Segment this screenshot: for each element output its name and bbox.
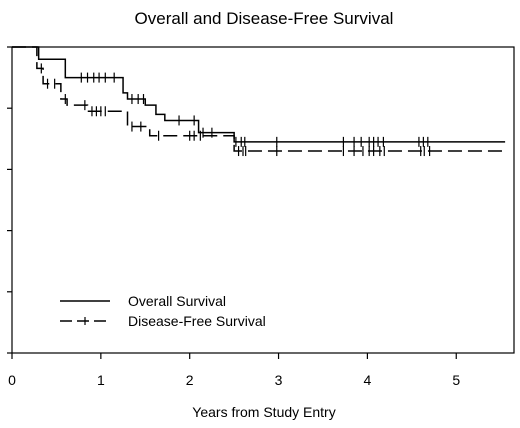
x-tick-label-3: 3 (275, 372, 283, 388)
plot-frame (11, 46, 515, 354)
legend-label-0: Overall Survival (128, 293, 226, 309)
x-tick-label-2: 2 (186, 372, 194, 388)
x-tick-label-5: 5 (452, 372, 460, 388)
x-axis-label: Years from Study Entry (192, 404, 335, 420)
y-axis-ticks (7, 46, 12, 354)
series-line-disease-free-survival (12, 46, 506, 152)
legend-label-1: Disease-Free Survival (128, 313, 266, 329)
x-axis-ticks: 0 1 2 3 4 5 (8, 353, 460, 388)
series-line-overall-survival (12, 46, 506, 143)
x-tick-label-4: 4 (363, 372, 371, 388)
chart-title: Overall and Disease-Free Survival (135, 9, 394, 28)
legend: Overall Survival Disease-Free Survival (60, 293, 266, 329)
x-tick-label-1: 1 (97, 372, 105, 388)
x-tick-label-0: 0 (8, 372, 16, 388)
series-layer (12, 46, 506, 157)
